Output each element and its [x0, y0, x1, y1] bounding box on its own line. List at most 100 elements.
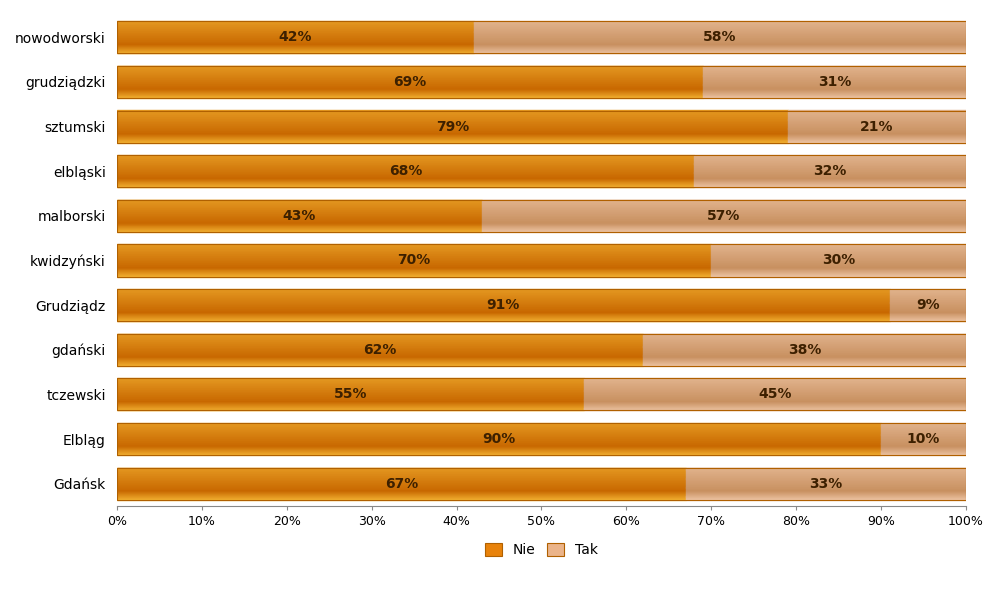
Bar	[117, 289, 890, 290]
Bar	[711, 248, 966, 249]
Bar	[117, 430, 881, 431]
Bar	[694, 174, 966, 175]
Bar	[117, 492, 686, 493]
Bar	[117, 46, 474, 47]
Bar	[881, 449, 966, 450]
Bar	[474, 46, 966, 47]
Bar	[643, 346, 966, 347]
Bar	[788, 137, 966, 138]
Bar	[703, 82, 966, 83]
Bar	[117, 339, 643, 340]
Bar	[703, 84, 966, 85]
Bar	[711, 253, 966, 254]
Bar	[117, 394, 584, 395]
Bar	[117, 410, 584, 411]
Bar	[483, 218, 966, 219]
Bar	[711, 263, 966, 264]
Bar	[694, 173, 966, 174]
Bar	[117, 259, 711, 260]
Text: 32%: 32%	[813, 164, 847, 178]
Bar	[117, 67, 703, 68]
Bar	[117, 351, 643, 352]
Bar	[117, 248, 711, 249]
Bar	[643, 341, 966, 342]
Bar	[686, 487, 966, 488]
Bar	[711, 244, 966, 245]
Bar	[584, 389, 966, 390]
Bar	[483, 202, 966, 203]
Bar	[788, 119, 966, 120]
Bar	[788, 117, 966, 118]
Bar	[711, 257, 966, 258]
Bar	[483, 208, 966, 209]
Bar	[881, 448, 966, 449]
Bar	[643, 348, 966, 349]
Bar	[643, 347, 966, 348]
Bar	[117, 226, 483, 227]
Bar	[788, 135, 966, 136]
Bar	[117, 170, 694, 171]
Bar	[474, 29, 966, 30]
Bar	[788, 139, 966, 140]
Bar	[117, 78, 703, 79]
Bar	[117, 480, 686, 481]
Bar	[117, 496, 686, 497]
Bar	[117, 92, 703, 93]
Bar	[703, 66, 966, 67]
Bar	[788, 114, 966, 115]
Bar	[117, 140, 788, 141]
Bar	[703, 90, 966, 91]
Bar	[117, 89, 703, 90]
Bar	[117, 363, 643, 364]
Bar	[694, 164, 966, 165]
Bar	[584, 410, 966, 411]
Bar	[117, 77, 703, 78]
Bar	[117, 82, 703, 83]
Bar	[788, 134, 966, 135]
Bar	[474, 45, 966, 46]
Bar	[117, 69, 703, 70]
Bar	[788, 122, 966, 123]
Bar	[117, 316, 890, 318]
Bar	[474, 23, 966, 24]
Bar	[703, 91, 966, 92]
Bar	[117, 176, 694, 177]
Bar	[117, 260, 711, 261]
Bar	[703, 97, 966, 98]
Bar	[117, 216, 483, 217]
Bar	[117, 35, 474, 36]
Bar	[694, 155, 966, 156]
Bar	[117, 378, 584, 379]
Bar	[686, 474, 966, 476]
Bar	[117, 479, 686, 480]
Bar	[890, 314, 966, 315]
Bar	[788, 121, 966, 122]
Bar	[483, 226, 966, 228]
Bar	[117, 84, 703, 85]
Bar	[117, 349, 643, 351]
Bar	[881, 442, 966, 443]
Bar	[643, 363, 966, 364]
Bar	[890, 302, 966, 303]
Bar	[117, 407, 584, 408]
Bar	[686, 470, 966, 471]
Bar	[703, 78, 966, 79]
Bar	[881, 428, 966, 429]
Bar	[117, 487, 686, 488]
Bar	[117, 256, 711, 257]
Bar	[694, 175, 966, 176]
Bar	[117, 345, 643, 346]
Bar	[117, 317, 890, 318]
Bar	[117, 173, 694, 174]
Bar	[117, 26, 474, 27]
Bar	[584, 397, 966, 398]
Bar	[117, 66, 703, 67]
Bar	[483, 219, 966, 220]
Bar	[643, 356, 966, 357]
Bar	[117, 265, 711, 266]
Bar	[117, 297, 890, 298]
Bar	[890, 313, 966, 314]
Bar	[117, 231, 483, 232]
Bar	[117, 185, 694, 186]
Bar	[117, 135, 788, 136]
